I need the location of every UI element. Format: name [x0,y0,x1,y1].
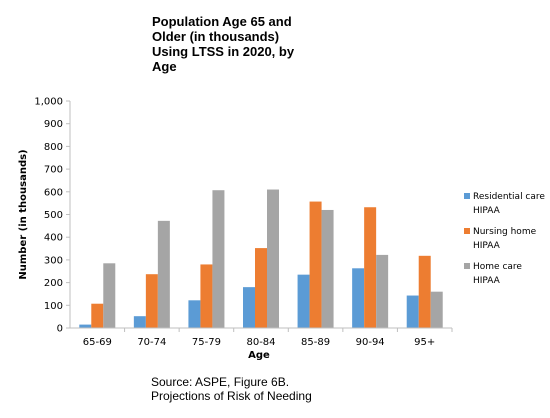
bar-90-94-1 [364,207,377,328]
bar-75-79-0 [188,300,201,328]
bar-85-89-2 [321,209,334,328]
x-tick-label: 85-89 [301,337,330,348]
legend: Residential care HIPAA Nursing home HIPAA Ho… [464,192,545,286]
y-axis-title: Number (in thousands) [18,149,29,279]
legend-label: Residential care [473,192,545,202]
y-tick-label: 400 [44,233,63,244]
bar-90-94-0 [352,268,365,328]
bar-95+-2 [430,291,443,328]
legend-label: HIPAA [473,206,501,216]
bar-65-69-0 [79,324,92,328]
bar-80-84-2 [267,189,279,328]
x-tick-label: 80-84 [246,337,275,348]
y-tick-label: 900 [44,119,63,130]
y-tick-label: 300 [44,255,63,266]
y-tick-label: 500 [44,210,63,221]
x-tick-label: 95+ [414,337,435,348]
bar-75-79-1 [200,264,213,328]
bar-70-74-2 [157,220,170,328]
bar-95+-1 [418,255,431,328]
y-axis: 0 100 200 300 400 500 600 700 800 900 1,000 Number … [18,97,71,335]
y-tick-label: 0 [57,324,63,335]
y-tick-label: 200 [44,278,63,289]
legend-swatch [464,193,470,199]
legend-label: HIPAA [473,276,501,286]
chart-title-line: Older (in thousands) [152,29,280,44]
bar-75-79-2 [212,190,225,328]
bar-65-69-2 [103,263,116,328]
chart-title-line: Population Age 65 and [152,14,292,29]
y-tick-label: 600 [44,187,63,198]
legend-swatch [464,263,470,269]
legend-label: HIPAA [473,241,501,251]
legend-label: Home care [473,262,522,272]
x-tick-label: 70-74 [137,337,166,348]
y-tick-label: 100 [44,301,63,312]
x-axis-title: Age [248,350,270,361]
bars [79,189,443,328]
bar-70-74-1 [145,274,158,328]
chart-title-line: Age [152,59,177,74]
x-tick-label: 90-94 [356,337,385,348]
bar-80-84-1 [255,248,267,328]
bar-90-94-2 [376,254,389,328]
y-tick-label: 1,000 [34,97,63,108]
bar-95+-0 [406,295,419,328]
bar-85-89-0 [297,274,310,328]
y-tick-label: 700 [44,165,63,176]
chart-title: Population Age 65 and Older (in thousand… [152,14,322,74]
chart-title-line: Using LTSS in 2020, by [152,44,295,59]
bar-70-74-0 [133,316,146,328]
legend-label: Nursing home [473,227,537,237]
bar-80-84-0 [243,287,255,328]
x-tick-label: 75-79 [192,337,221,348]
bar-85-89-1 [309,201,322,328]
source-line: Source: ASPE, Figure 6B. [151,375,290,389]
x-axis: 65-69 70-74 75-79 80-84 85-89 90-94 95+ Age [70,327,453,361]
x-tick-label: 65-69 [83,337,112,348]
source-note: Source: ASPE, Figure 6B. Projections of … [151,375,312,403]
y-tick-label: 800 [44,142,63,153]
legend-swatch [464,228,470,234]
bar-65-69-1 [91,303,104,328]
source-line: Projections of Risk of Needing [151,389,312,403]
